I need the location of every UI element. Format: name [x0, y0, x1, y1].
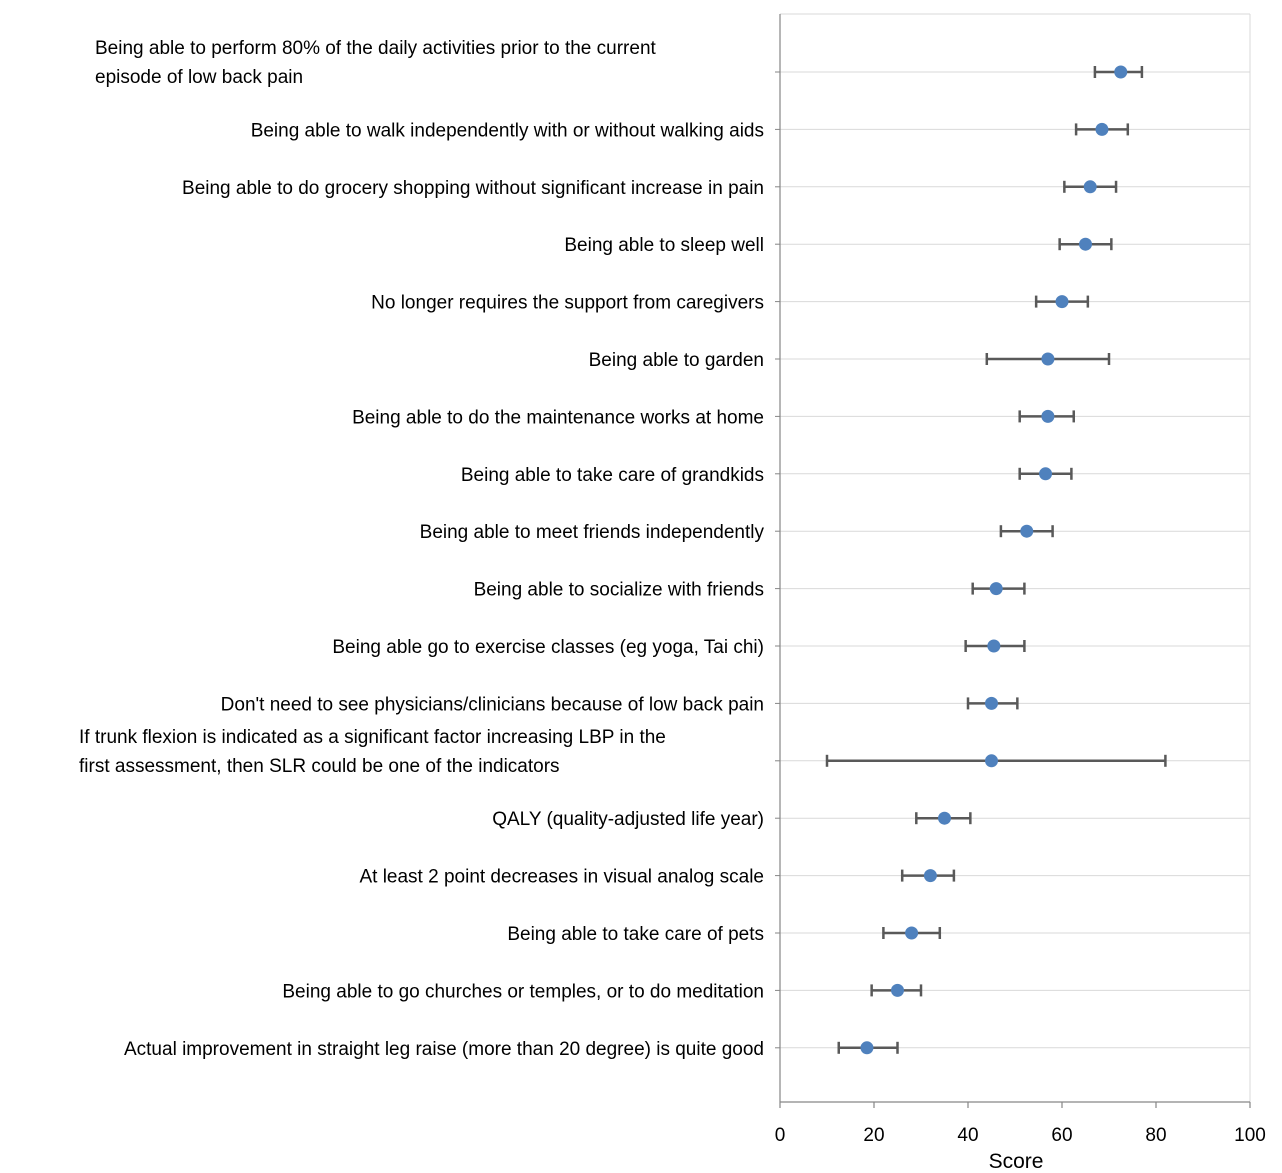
data-marks	[825, 65, 1167, 1055]
category-label: Actual improvement in straight leg raise…	[124, 1039, 764, 1060]
data-point	[891, 983, 904, 997]
data-point	[938, 811, 951, 825]
category-label: Being able to take care of grandkids	[461, 465, 764, 486]
category-label: Being able to meet friends independently	[420, 522, 765, 543]
x-tick-label: 100	[1234, 1125, 1266, 1146]
data-point	[985, 696, 998, 710]
category-label-line: first assessment, then SLR could be one …	[79, 756, 560, 777]
data-point	[1083, 180, 1097, 194]
data-point	[1039, 467, 1053, 481]
data-point	[1114, 65, 1128, 79]
x-axis-title: Score	[989, 1150, 1044, 1173]
data-point	[923, 869, 937, 883]
category-label: If trunk flexion is indicated as a signi…	[79, 727, 666, 777]
axes: 0 20 40 60 80 100	[775, 14, 1266, 1146]
category-label: No longer requires the support from care…	[371, 293, 764, 314]
category-label-line: Being able to perform 80% of the daily a…	[95, 38, 657, 59]
data-point	[1095, 122, 1109, 136]
category-labels: Being able to perform 80% of the daily a…	[79, 38, 764, 1060]
category-label: Being able to do the maintenance works a…	[352, 407, 764, 428]
data-point	[860, 1041, 874, 1055]
category-label: Being able to walk independently with or…	[251, 120, 764, 141]
data-point	[1079, 237, 1092, 251]
category-label: Being able to do grocery shopping withou…	[182, 178, 764, 199]
gridlines	[780, 13, 1251, 1102]
category-label: Don't need to see physicians/clinicians …	[221, 694, 764, 715]
x-tick-label: 0	[775, 1125, 786, 1146]
category-label: QALY (quality-adjusted life year)	[492, 809, 764, 830]
category-label: Being able to sleep well	[564, 235, 764, 256]
data-point	[1041, 409, 1055, 423]
category-label: Being able to socialize with friends	[474, 580, 764, 601]
category-label: At least 2 point decreases in visual ana…	[359, 867, 764, 888]
category-label: Being able to perform 80% of the daily a…	[95, 38, 657, 88]
x-tick-label: 20	[863, 1125, 884, 1146]
category-label: Being able to take care of pets	[507, 924, 764, 945]
data-point	[1055, 295, 1069, 309]
category-label-line: episode of low back pain	[95, 67, 303, 88]
data-point	[1020, 524, 1034, 538]
data-point	[905, 926, 919, 940]
category-label: Being able to go churches or temples, or…	[282, 981, 764, 1002]
x-tick-label: 60	[1051, 1125, 1072, 1146]
category-label-line: If trunk flexion is indicated as a signi…	[79, 727, 666, 748]
data-point	[987, 639, 1001, 653]
data-point	[985, 754, 998, 768]
category-label: Being able go to exercise classes (eg yo…	[332, 637, 764, 658]
x-tick-label: 80	[1145, 1125, 1166, 1146]
category-label: Being able to garden	[589, 350, 764, 371]
data-point	[989, 582, 1003, 596]
x-tick-label: 40	[957, 1125, 978, 1146]
data-point	[1041, 352, 1055, 366]
